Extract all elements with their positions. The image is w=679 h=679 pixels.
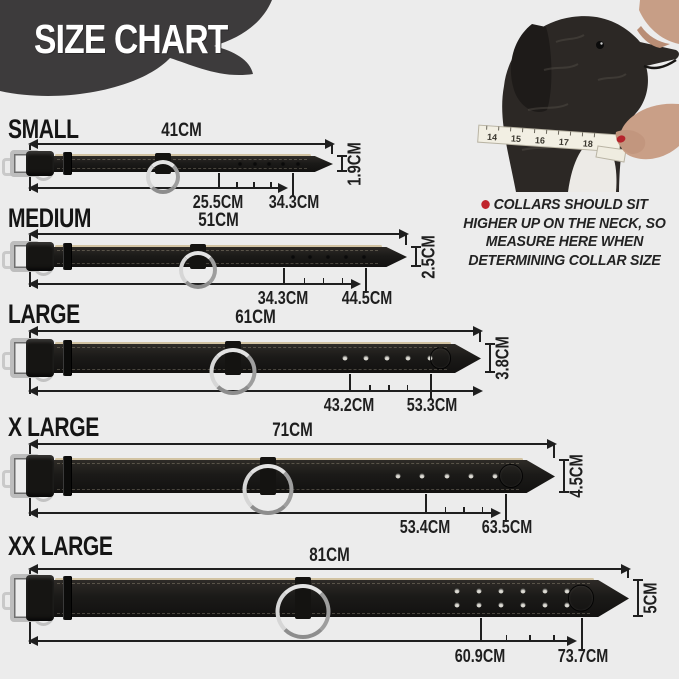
size-name-label: MEDIUM <box>8 203 92 233</box>
total-length-arrow <box>28 229 409 239</box>
buckle-prong <box>2 352 15 370</box>
dog-mouth <box>643 58 677 70</box>
tape-number: 18 <box>582 138 593 149</box>
measuring-tape: 14 15 16 17 18 <box>477 124 622 153</box>
adjust-min-label: 53.4CM <box>399 517 451 537</box>
total-length-label: 71CM <box>272 420 313 441</box>
width-dimension <box>559 459 569 493</box>
dog-ear <box>510 24 552 112</box>
buckle-prong <box>2 250 15 269</box>
adjust-max-label: 34.3CM <box>268 192 320 212</box>
tape-end <box>595 145 627 163</box>
keeper-loop <box>63 243 72 270</box>
collar-graphic <box>2 150 333 194</box>
adjust-range-arrow <box>28 386 483 396</box>
width-label: 5CM <box>640 582 661 614</box>
collar-strap <box>47 247 407 267</box>
dog-brindle-marks <box>521 34 627 151</box>
collar-graphic <box>2 241 407 289</box>
tape-number: 16 <box>535 135 546 146</box>
adjust-min-label: 43.2CM <box>323 395 375 415</box>
width-dimension <box>485 343 495 373</box>
width-dimension <box>337 155 347 172</box>
total-length-label: 61CM <box>235 307 276 328</box>
size-name-label: X LARGE <box>8 412 99 442</box>
adjust-min-label: 60.9CM <box>454 646 506 666</box>
total-length-arrow <box>28 326 483 336</box>
adjust-max-label: 73.7CM <box>557 646 609 666</box>
tape-number: 14 <box>487 132 498 143</box>
adjust-max-label: 63.5CM <box>481 517 533 537</box>
tape-number: 17 <box>559 137 570 148</box>
total-length-label: 81CM <box>309 545 350 566</box>
logo-emboss <box>567 584 595 612</box>
adjust-min-label: 25.5CM <box>192 192 244 212</box>
keeper-loop <box>63 456 72 496</box>
d-ring-icon <box>209 348 257 395</box>
size-name-label: XX LARGE <box>8 531 113 561</box>
width-dimension <box>411 246 421 267</box>
adjust-min-label: 34.3CM <box>257 288 309 308</box>
total-length-arrow <box>28 439 557 449</box>
person-arm <box>639 0 679 44</box>
adjust-range-arrow <box>28 636 577 646</box>
dog-eye <box>596 41 604 49</box>
collar-graphic <box>2 574 629 639</box>
width-label: 1.9CM <box>344 141 365 186</box>
title-blob-shape <box>0 0 272 96</box>
note-text: COLLARS SHOULD SIT HIGHER UP ON THE NECK… <box>463 196 666 269</box>
collar-graphic <box>2 454 555 515</box>
collar-graphic <box>2 338 481 395</box>
buckle-prong <box>2 592 15 610</box>
total-length-arrow <box>28 139 335 149</box>
keeper-loop <box>63 152 72 175</box>
size-name-label: LARGE <box>8 299 80 329</box>
page-title: SIZE CHART <box>34 16 228 62</box>
size-name-label: SMALL <box>8 114 79 144</box>
keeper-loop <box>63 576 72 620</box>
logo-emboss <box>429 347 451 369</box>
d-ring-icon <box>275 584 331 639</box>
width-label: 3.8CM <box>492 336 513 380</box>
total-length-arrow <box>28 564 631 574</box>
total-length-label: 41CM <box>161 120 202 141</box>
d-ring-icon <box>146 160 181 194</box>
d-ring-icon <box>179 251 218 289</box>
width-dimension <box>633 579 643 617</box>
dog-photo: 14 15 16 17 18 <box>477 0 679 192</box>
logo-emboss <box>498 463 523 489</box>
width-label: 2.5CM <box>418 234 439 279</box>
collar-strap <box>47 580 629 617</box>
red-bullet-icon <box>481 200 490 209</box>
adjust-max-label: 53.3CM <box>406 395 458 415</box>
width-label: 4.5CM <box>566 454 587 498</box>
buckle-prong <box>2 470 15 488</box>
adjust-max-label: 44.5CM <box>341 288 393 308</box>
buckle-prong <box>2 157 15 176</box>
red-nail <box>616 135 626 143</box>
total-length-label: 51CM <box>198 210 239 231</box>
keeper-loop <box>63 340 72 376</box>
tape-number: 15 <box>511 133 522 144</box>
d-ring-icon <box>242 464 294 515</box>
